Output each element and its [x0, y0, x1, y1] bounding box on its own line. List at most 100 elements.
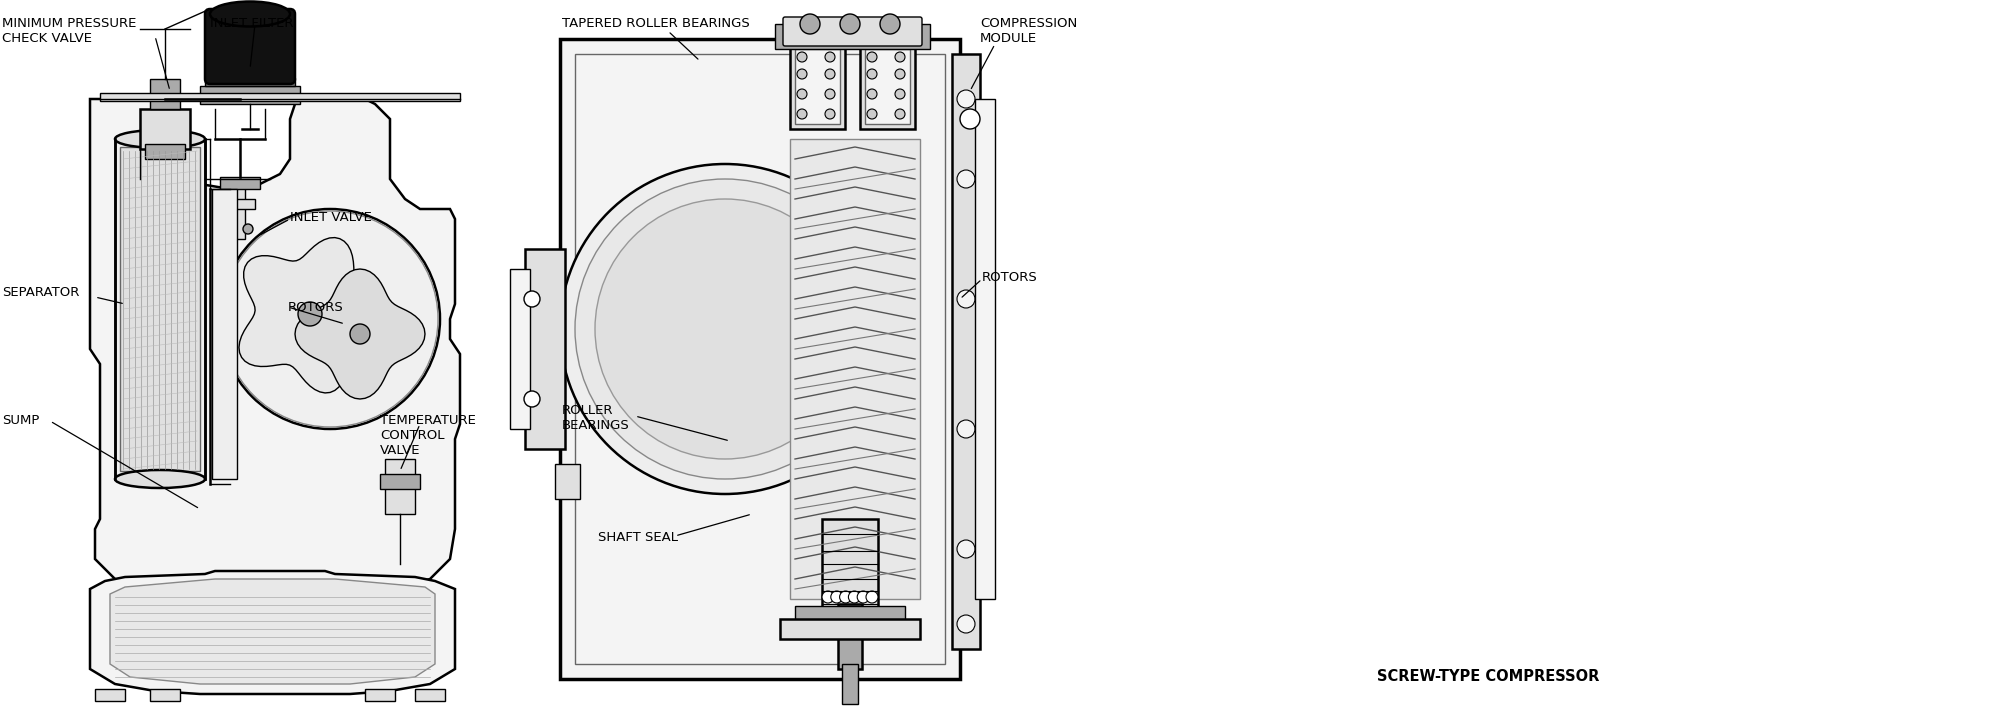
Bar	[225, 199, 255, 209]
Text: ROTORS: ROTORS	[288, 301, 344, 314]
Ellipse shape	[115, 470, 205, 488]
Circle shape	[825, 52, 835, 62]
Circle shape	[957, 90, 975, 108]
Circle shape	[798, 52, 808, 62]
Circle shape	[959, 109, 979, 129]
Polygon shape	[90, 571, 455, 694]
Text: ROLLER
BEARINGS: ROLLER BEARINGS	[561, 404, 629, 432]
Circle shape	[867, 52, 877, 62]
Bar	[115, 139, 205, 479]
Bar	[951, 54, 979, 649]
Bar	[119, 147, 201, 471]
Bar	[841, 664, 857, 704]
Bar	[509, 269, 529, 429]
Bar	[575, 54, 945, 664]
Bar	[95, 689, 125, 701]
Circle shape	[895, 89, 905, 99]
Circle shape	[825, 69, 835, 79]
Circle shape	[227, 224, 237, 234]
Circle shape	[957, 420, 975, 438]
Bar	[794, 606, 905, 624]
Bar	[149, 79, 179, 109]
Circle shape	[800, 14, 819, 34]
Ellipse shape	[211, 1, 290, 27]
Bar	[364, 689, 394, 701]
Circle shape	[957, 615, 975, 633]
Bar	[794, 49, 839, 124]
Bar	[780, 619, 919, 639]
Text: SHAFT SEAL: SHAFT SEAL	[599, 531, 678, 544]
Circle shape	[839, 14, 859, 34]
Bar	[205, 78, 294, 86]
Circle shape	[825, 89, 835, 99]
Circle shape	[825, 109, 835, 119]
Bar	[774, 24, 929, 49]
Bar	[790, 139, 919, 599]
Circle shape	[895, 69, 905, 79]
Bar	[235, 179, 245, 239]
Bar	[790, 44, 845, 129]
Text: SCREW-TYPE COMPRESSOR: SCREW-TYPE COMPRESSOR	[1376, 669, 1599, 684]
Bar	[525, 249, 565, 449]
Bar	[384, 459, 416, 514]
Circle shape	[865, 591, 877, 603]
Circle shape	[867, 69, 877, 79]
Circle shape	[857, 591, 869, 603]
Bar	[149, 689, 179, 701]
Polygon shape	[109, 579, 436, 684]
Circle shape	[895, 52, 905, 62]
Bar	[145, 144, 185, 159]
Circle shape	[895, 109, 905, 119]
Text: MINIMUM PRESSURE
CHECK VALVE: MINIMUM PRESSURE CHECK VALVE	[2, 17, 137, 45]
Text: INLET FILTER: INLET FILTER	[211, 17, 292, 30]
Circle shape	[523, 391, 539, 407]
Circle shape	[243, 224, 253, 234]
Circle shape	[829, 591, 843, 603]
Bar	[416, 689, 446, 701]
Circle shape	[839, 591, 851, 603]
Circle shape	[821, 591, 833, 603]
Circle shape	[798, 109, 808, 119]
Circle shape	[957, 540, 975, 558]
Circle shape	[957, 290, 975, 308]
Circle shape	[298, 302, 322, 326]
Circle shape	[847, 591, 859, 603]
Bar	[865, 49, 909, 124]
Circle shape	[867, 109, 877, 119]
FancyBboxPatch shape	[205, 9, 294, 84]
Bar	[559, 39, 959, 679]
Circle shape	[221, 209, 440, 429]
Circle shape	[879, 14, 899, 34]
Bar	[555, 464, 579, 499]
Circle shape	[595, 199, 855, 459]
Text: SUMP: SUMP	[2, 414, 40, 427]
Text: SEPARATOR: SEPARATOR	[2, 286, 80, 299]
Bar	[859, 44, 915, 129]
Circle shape	[798, 69, 808, 79]
Circle shape	[957, 170, 975, 188]
Circle shape	[867, 89, 877, 99]
Circle shape	[798, 89, 808, 99]
Bar	[201, 86, 300, 104]
Polygon shape	[294, 269, 426, 399]
Circle shape	[350, 324, 370, 344]
Circle shape	[523, 291, 539, 307]
Text: TAPERED ROLLER BEARINGS: TAPERED ROLLER BEARINGS	[561, 17, 750, 30]
Bar	[821, 519, 877, 614]
Bar	[99, 93, 459, 101]
Ellipse shape	[115, 130, 205, 148]
Bar	[380, 474, 420, 489]
Text: INLET VALVE: INLET VALVE	[290, 211, 372, 224]
Text: TEMPERATURE
CONTROL
VALVE: TEMPERATURE CONTROL VALVE	[380, 414, 475, 457]
Bar	[837, 604, 861, 669]
Polygon shape	[90, 99, 459, 611]
Circle shape	[559, 164, 889, 494]
Circle shape	[575, 179, 875, 479]
Text: COMPRESSION
MODULE: COMPRESSION MODULE	[979, 17, 1076, 45]
Polygon shape	[239, 237, 390, 393]
Bar	[221, 177, 261, 189]
Bar	[975, 99, 994, 599]
Bar	[139, 109, 189, 149]
FancyBboxPatch shape	[782, 17, 921, 46]
Text: ROTORS: ROTORS	[981, 271, 1036, 284]
